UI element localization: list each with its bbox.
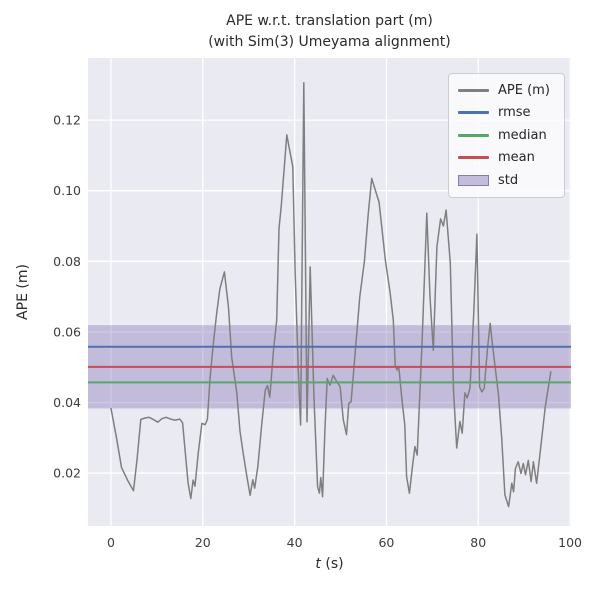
x-axis-label-variable: t <box>315 556 321 572</box>
x-axis-label-unit: (s) <box>320 556 344 572</box>
legend-label-mean: mean <box>498 150 535 166</box>
x-tick-label: 60 <box>378 535 394 550</box>
legend-item-ape: APE (m) <box>458 79 555 102</box>
y-tick-label: 0.06 <box>53 324 81 339</box>
mean-line-swatch <box>458 156 489 160</box>
y-tick-label: 0.02 <box>53 466 81 481</box>
x-tick-label: 80 <box>470 535 486 550</box>
ape-line-swatch <box>458 88 489 92</box>
legend-label-rmse: rmse <box>498 105 531 121</box>
chart-title-line2: (with Sim(3) Umeyama alignment) <box>208 34 451 50</box>
x-tick-label: 40 <box>287 535 303 550</box>
median-line-swatch <box>458 133 489 137</box>
y-tick-label: 0.04 <box>53 395 81 410</box>
legend-item-median: median <box>458 124 555 147</box>
legend-item-std: std <box>458 169 555 192</box>
x-axis-label: t (s) <box>88 556 571 572</box>
std-patch-swatch <box>458 174 489 186</box>
y-axis-label: APE (m) <box>15 264 31 320</box>
y-tick-label: 0.08 <box>53 254 81 269</box>
chart-title: APE w.r.t. translation part (m) (with Si… <box>88 11 571 53</box>
rmse-line-swatch <box>458 111 489 115</box>
y-tick-label: 0.10 <box>53 183 81 198</box>
y-tick-label: 0.12 <box>53 113 81 128</box>
x-tick-label: 0 <box>107 535 115 550</box>
legend-label-std: std <box>498 172 519 188</box>
legend-item-mean: mean <box>458 147 555 170</box>
legend-item-rmse: rmse <box>458 102 555 125</box>
legend-label-median: median <box>498 127 547 143</box>
chart-title-line1: APE w.r.t. translation part (m) <box>226 13 433 29</box>
legend-label-ape: APE (m) <box>498 82 550 98</box>
ape-series-line <box>110 81 552 508</box>
legend: APE (m) rmse median mean std <box>448 73 565 198</box>
x-tick-label: 20 <box>195 535 211 550</box>
x-tick-label: 100 <box>558 535 582 550</box>
